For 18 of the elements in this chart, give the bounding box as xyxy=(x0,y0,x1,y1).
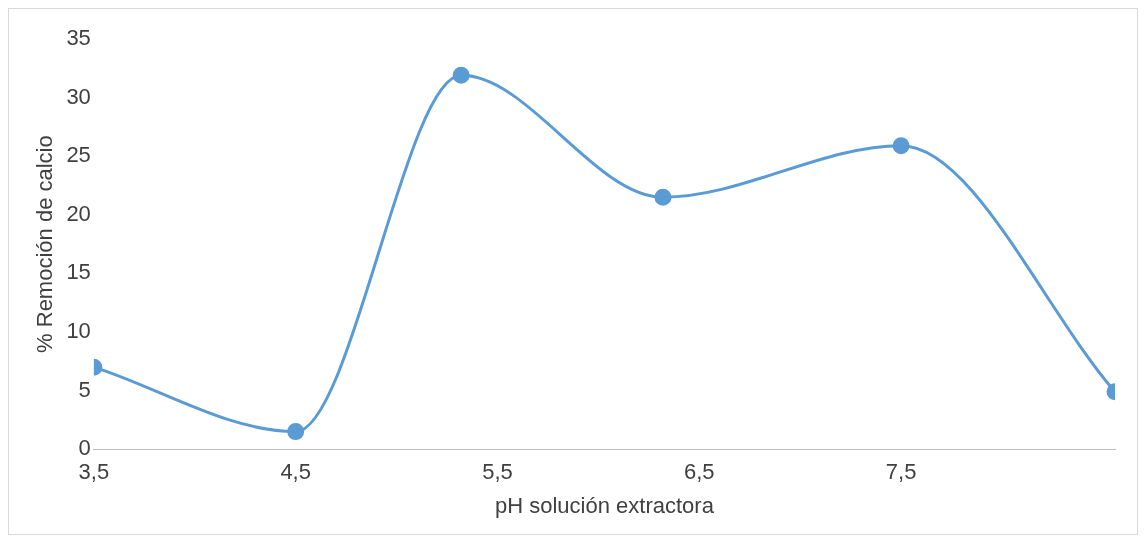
y-tick-label: 25 xyxy=(66,142,91,168)
x-tick-label: 7,5 xyxy=(885,459,917,485)
x-tick-label: 4,5 xyxy=(280,459,311,485)
y-tick-label: 5 xyxy=(78,376,91,402)
y-tick-label: 10 xyxy=(66,318,91,344)
x-tick-label: 3,5 xyxy=(78,459,110,485)
x-tick-label: 6,5 xyxy=(683,459,715,485)
y-tick-label: 35 xyxy=(66,25,91,51)
y-tick-label: 30 xyxy=(66,83,91,109)
y-tick-label: 20 xyxy=(66,200,91,226)
point xyxy=(654,188,672,206)
point xyxy=(287,423,305,441)
point xyxy=(452,66,470,84)
y-tick-label: 0 xyxy=(78,435,91,461)
y-tick-label: 15 xyxy=(66,259,91,285)
y-axis-title: % Remoción de calcio xyxy=(32,135,58,353)
x-tick-label: 5,5 xyxy=(482,459,513,485)
x-axis-title: pH solución extractora xyxy=(494,492,715,518)
